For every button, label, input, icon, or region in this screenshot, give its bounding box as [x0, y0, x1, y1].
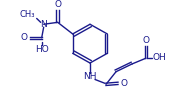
Text: O: O [54, 0, 61, 9]
Text: O: O [120, 79, 127, 88]
Text: N: N [40, 20, 47, 29]
Text: O: O [20, 33, 27, 42]
Text: O: O [142, 36, 149, 45]
Text: CH₃: CH₃ [20, 10, 36, 19]
Text: OH: OH [152, 53, 166, 62]
Text: NH: NH [83, 72, 97, 81]
Text: HO: HO [35, 45, 48, 54]
